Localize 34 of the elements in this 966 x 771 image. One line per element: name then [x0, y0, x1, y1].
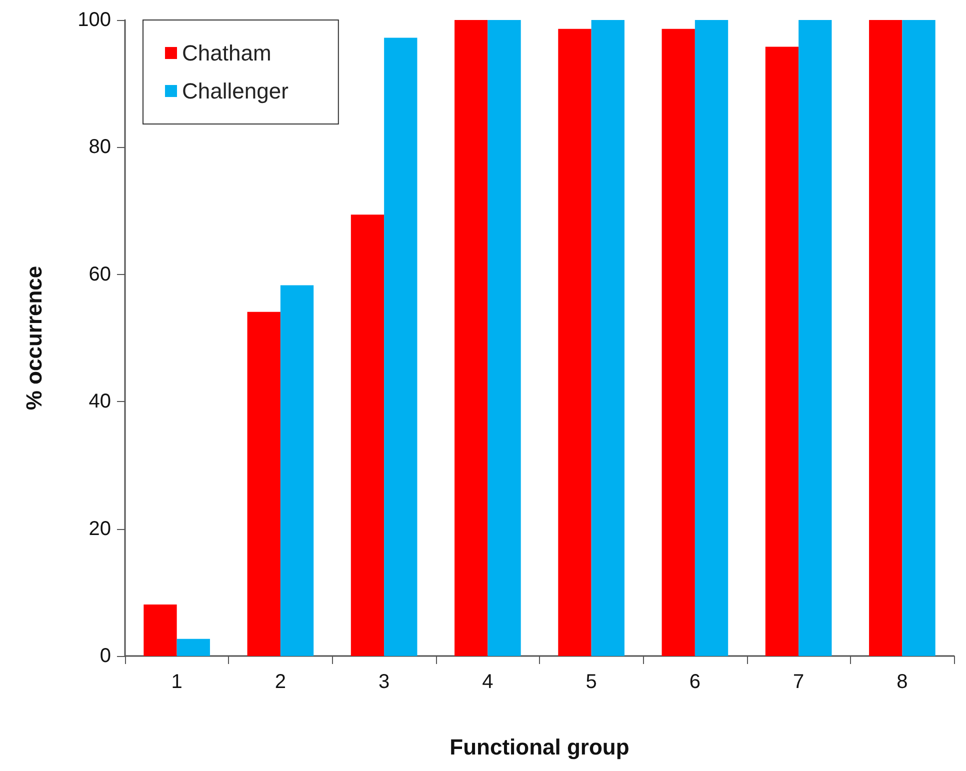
y-tick-label: 20	[88, 518, 111, 540]
y-tick-label: 80	[88, 136, 111, 158]
bar	[454, 20, 488, 656]
bar	[662, 28, 695, 656]
x-tick-label: 1	[171, 671, 182, 693]
bar	[765, 46, 799, 656]
bar	[350, 214, 384, 656]
y-axis-title: % occurrence	[22, 266, 46, 410]
x-tick-label: 8	[896, 671, 908, 693]
x-tick-label: 3	[378, 671, 390, 693]
x-tick-label: 4	[482, 671, 494, 693]
y-tick-label: 100	[78, 9, 111, 31]
legend-label: Challenger	[182, 78, 288, 104]
bar	[902, 20, 936, 656]
bar	[798, 20, 832, 656]
bar	[591, 20, 624, 656]
x-axis-title: Functional group	[450, 734, 630, 760]
x-tick-label: 5	[586, 671, 597, 693]
bar	[384, 38, 418, 656]
bar	[488, 20, 521, 656]
y-tick-label: 60	[88, 263, 111, 286]
bar	[869, 20, 902, 656]
x-tick-label: 7	[793, 671, 804, 693]
bar	[176, 638, 210, 656]
x-tick-label: 6	[689, 671, 700, 693]
legend-label: Chatham	[182, 40, 272, 66]
bar	[144, 604, 177, 656]
bar	[247, 312, 280, 656]
bar	[694, 20, 728, 656]
bar	[280, 285, 314, 656]
y-tick-label: 40	[88, 390, 111, 413]
y-tick-label: 0	[100, 645, 111, 667]
x-tick-label: 2	[274, 671, 286, 693]
bar	[558, 28, 592, 656]
